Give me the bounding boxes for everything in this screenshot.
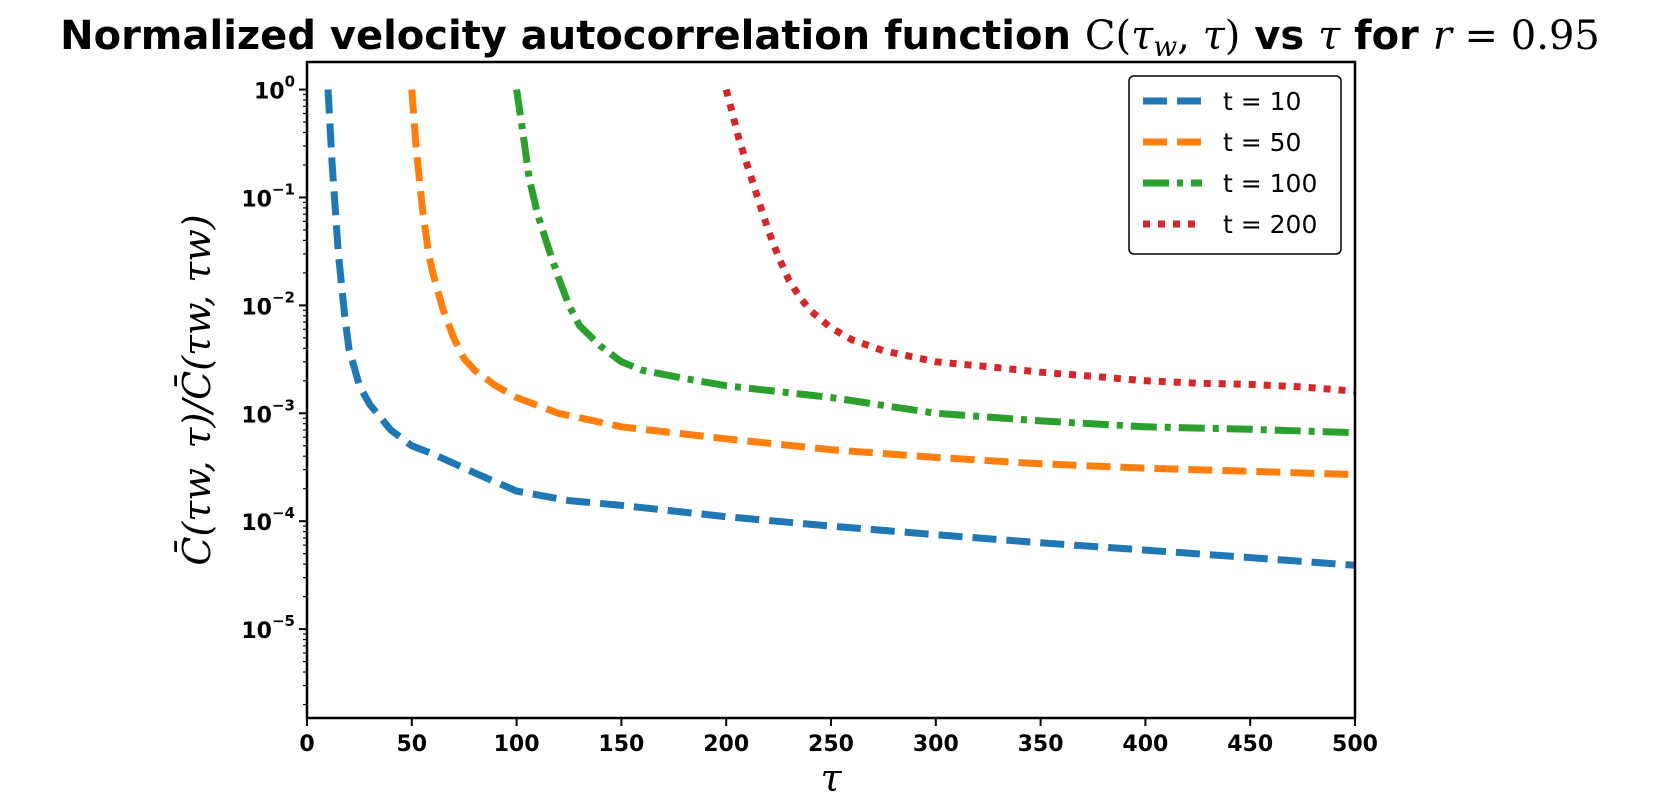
series-line-1: [408, 89, 1356, 479]
y-axis-label: C̄(τw, τ)/C̄(τw, τw): [175, 214, 219, 565]
y-axis-ticks: 100 10−1 10−2 10−3 10−4 10−5: [241, 73, 307, 706]
plot-lines: [324, 88, 1356, 569]
x-tick-label: 350: [1018, 732, 1064, 757]
legend-box: [1128, 75, 1342, 255]
legend: t = 10 t = 50 t = 100 t = 200: [1128, 75, 1342, 255]
y-tick-label: 10−1: [241, 180, 295, 212]
legend-label-0: t = 10: [1223, 87, 1301, 116]
x-tick-label: 100: [494, 732, 540, 757]
series-line-2: [513, 88, 1356, 437]
x-axis-ticks: 0 50 100 150 200 250 300 350 400 450 500: [299, 718, 1378, 757]
y-tick-label: 100: [254, 73, 295, 105]
x-tick-label: 500: [1332, 732, 1378, 757]
y-tick-label: 10−2: [241, 288, 295, 320]
y-tick-label: 10−3: [241, 396, 295, 428]
x-tick-label: 200: [703, 732, 749, 757]
x-tick-label: 400: [1122, 732, 1168, 757]
x-tick-label: 0: [299, 732, 314, 757]
legend-label-3: t = 200: [1223, 210, 1317, 239]
x-axis-label: τ: [820, 756, 842, 800]
chart-title: Normalized velocity autocorrelation func…: [60, 13, 1600, 63]
legend-label-1: t = 50: [1223, 128, 1301, 157]
y-tick-label: 10−5: [241, 612, 295, 644]
legend-label-2: t = 100: [1223, 169, 1317, 198]
y-tick-label: 10−4: [241, 504, 295, 536]
x-tick-label: 450: [1227, 732, 1273, 757]
x-tick-label: 250: [808, 732, 854, 757]
plot-frame: [305, 60, 1357, 720]
x-tick-label: 150: [598, 732, 644, 757]
x-tick-label: 300: [913, 732, 959, 757]
series-line-3: [722, 88, 1356, 395]
series-line-0: [324, 89, 1356, 569]
x-tick-label: 50: [396, 732, 427, 757]
